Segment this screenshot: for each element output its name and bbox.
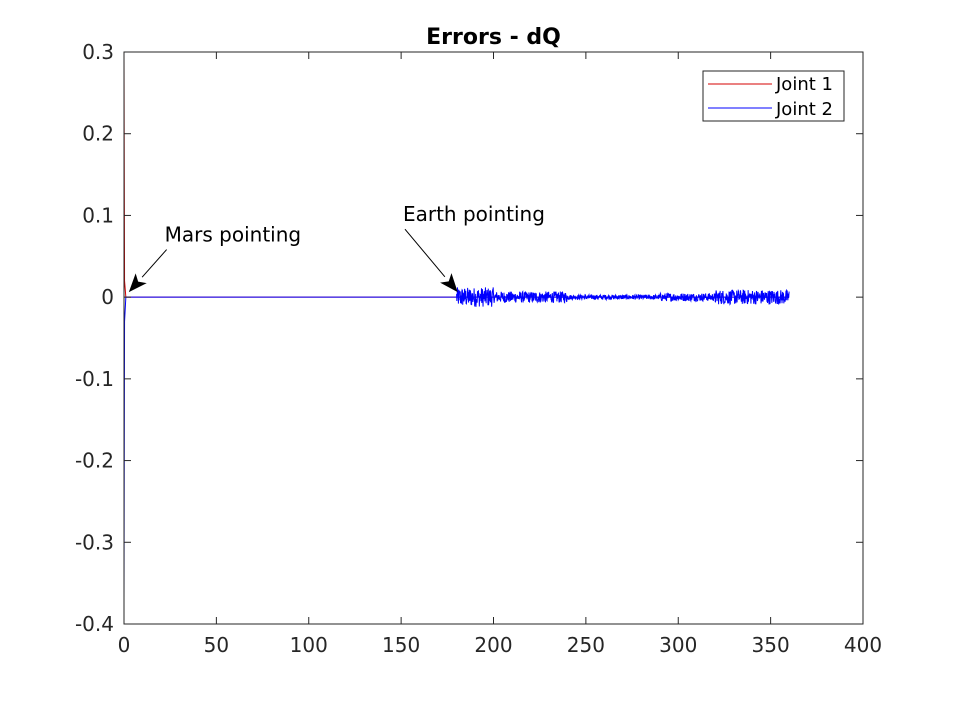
x-tick-label: 350 (752, 633, 790, 657)
y-tick-label: 0.1 (82, 203, 114, 227)
legend-label-joint-1: Joint 1 (775, 74, 833, 95)
x-tick-label: 300 (659, 633, 697, 657)
legend: Joint 1 Joint 2 (702, 70, 845, 122)
annotation-label-1: Mars pointing (165, 223, 301, 247)
y-tick-label: -0.3 (75, 530, 114, 554)
y-tick-label: -0.2 (75, 449, 114, 473)
annotation-label-2: Earth pointing (403, 202, 545, 226)
plot-background (124, 52, 863, 624)
x-tick-label: 400 (844, 633, 882, 657)
annotation-arrow-head-2 (440, 273, 458, 293)
y-tick-label: -0.1 (75, 367, 114, 391)
x-tick-label: 100 (290, 633, 328, 657)
annotation-arrow-head-1 (128, 273, 147, 293)
x-tick-label: 200 (474, 633, 512, 657)
x-tick-label: 50 (204, 633, 229, 657)
y-tick-label: 0.3 (82, 40, 114, 64)
y-tick-label: -0.4 (75, 612, 114, 636)
series-noise-2 (456, 287, 790, 307)
x-tick-label: 0 (118, 633, 131, 657)
legend-label-joint-2: Joint 2 (775, 99, 833, 120)
y-tick-label: 0.2 (82, 122, 114, 146)
x-tick-label: 150 (382, 633, 420, 657)
y-tick-label: 0 (101, 285, 114, 309)
x-tick-label: 250 (567, 633, 605, 657)
annotation-arrow-line-1 (141, 249, 168, 278)
chart-title: Errors - dQ (426, 25, 561, 50)
annotation-arrow-line-2 (404, 228, 446, 278)
legend-box (702, 70, 845, 122)
